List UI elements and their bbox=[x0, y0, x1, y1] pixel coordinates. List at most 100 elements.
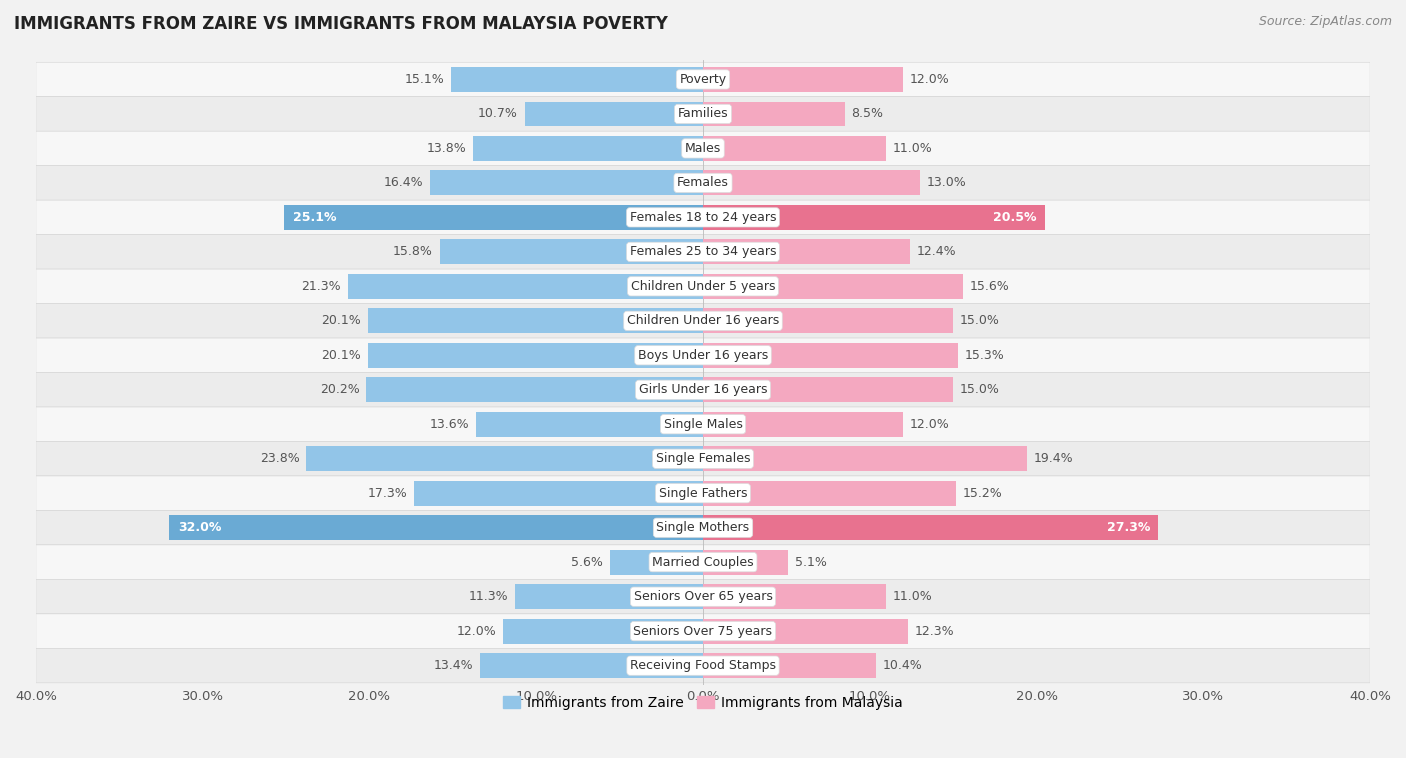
FancyBboxPatch shape bbox=[37, 97, 1369, 131]
Bar bbox=[451, 67, 703, 92]
Text: Seniors Over 75 years: Seniors Over 75 years bbox=[634, 625, 772, 637]
Bar bbox=[703, 240, 910, 265]
Bar bbox=[703, 136, 886, 161]
Bar bbox=[472, 136, 703, 161]
Bar bbox=[479, 653, 703, 678]
FancyBboxPatch shape bbox=[37, 407, 1369, 441]
Text: 11.3%: 11.3% bbox=[468, 590, 508, 603]
Text: 13.4%: 13.4% bbox=[433, 659, 472, 672]
Bar bbox=[703, 377, 953, 402]
FancyBboxPatch shape bbox=[37, 235, 1369, 269]
Text: 15.1%: 15.1% bbox=[405, 73, 444, 86]
Bar bbox=[368, 343, 703, 368]
Bar bbox=[703, 412, 903, 437]
Text: 15.6%: 15.6% bbox=[970, 280, 1010, 293]
Bar bbox=[347, 274, 703, 299]
Text: 10.7%: 10.7% bbox=[478, 108, 517, 121]
FancyBboxPatch shape bbox=[37, 579, 1369, 614]
Text: 5.6%: 5.6% bbox=[571, 556, 603, 568]
Text: Females 18 to 24 years: Females 18 to 24 years bbox=[630, 211, 776, 224]
Text: 20.1%: 20.1% bbox=[322, 349, 361, 362]
FancyBboxPatch shape bbox=[37, 166, 1369, 200]
Bar bbox=[703, 171, 920, 196]
Text: 13.8%: 13.8% bbox=[426, 142, 467, 155]
Text: Boys Under 16 years: Boys Under 16 years bbox=[638, 349, 768, 362]
Bar bbox=[307, 446, 703, 471]
Text: 12.3%: 12.3% bbox=[915, 625, 955, 637]
Text: 8.5%: 8.5% bbox=[852, 108, 883, 121]
FancyBboxPatch shape bbox=[37, 338, 1369, 372]
Bar bbox=[703, 67, 903, 92]
Bar bbox=[703, 619, 908, 644]
FancyBboxPatch shape bbox=[37, 510, 1369, 545]
Bar bbox=[477, 412, 703, 437]
Text: IMMIGRANTS FROM ZAIRE VS IMMIGRANTS FROM MALAYSIA POVERTY: IMMIGRANTS FROM ZAIRE VS IMMIGRANTS FROM… bbox=[14, 15, 668, 33]
Text: Source: ZipAtlas.com: Source: ZipAtlas.com bbox=[1258, 15, 1392, 28]
Text: 20.5%: 20.5% bbox=[993, 211, 1036, 224]
Bar bbox=[703, 481, 956, 506]
FancyBboxPatch shape bbox=[37, 372, 1369, 407]
Text: 20.2%: 20.2% bbox=[319, 384, 360, 396]
Bar bbox=[503, 619, 703, 644]
FancyBboxPatch shape bbox=[37, 614, 1369, 648]
Text: 16.4%: 16.4% bbox=[384, 177, 423, 190]
Bar bbox=[415, 481, 703, 506]
Text: 32.0%: 32.0% bbox=[177, 522, 221, 534]
Bar bbox=[703, 446, 1026, 471]
Bar bbox=[524, 102, 703, 127]
Text: 15.0%: 15.0% bbox=[960, 384, 1000, 396]
Text: Seniors Over 65 years: Seniors Over 65 years bbox=[634, 590, 772, 603]
Bar bbox=[515, 584, 703, 609]
Text: 10.4%: 10.4% bbox=[883, 659, 922, 672]
Text: 15.0%: 15.0% bbox=[960, 315, 1000, 327]
Text: 20.1%: 20.1% bbox=[322, 315, 361, 327]
Text: 25.1%: 25.1% bbox=[292, 211, 336, 224]
Bar bbox=[703, 309, 953, 334]
Bar bbox=[366, 377, 703, 402]
Bar bbox=[169, 515, 703, 540]
Text: 21.3%: 21.3% bbox=[301, 280, 342, 293]
Legend: Immigrants from Zaire, Immigrants from Malaysia: Immigrants from Zaire, Immigrants from M… bbox=[498, 690, 908, 715]
Text: Males: Males bbox=[685, 142, 721, 155]
Bar bbox=[703, 653, 876, 678]
Text: 23.8%: 23.8% bbox=[260, 453, 299, 465]
Text: Single Females: Single Females bbox=[655, 453, 751, 465]
FancyBboxPatch shape bbox=[37, 131, 1369, 166]
Bar bbox=[703, 205, 1045, 230]
Text: 13.0%: 13.0% bbox=[927, 177, 966, 190]
Bar bbox=[368, 309, 703, 334]
Text: 27.3%: 27.3% bbox=[1107, 522, 1150, 534]
Bar bbox=[703, 550, 787, 575]
Bar bbox=[703, 274, 963, 299]
FancyBboxPatch shape bbox=[37, 200, 1369, 235]
Text: Females 25 to 34 years: Females 25 to 34 years bbox=[630, 246, 776, 258]
Text: 12.0%: 12.0% bbox=[457, 625, 496, 637]
Text: 13.6%: 13.6% bbox=[430, 418, 470, 431]
Text: Married Couples: Married Couples bbox=[652, 556, 754, 568]
FancyBboxPatch shape bbox=[37, 476, 1369, 510]
FancyBboxPatch shape bbox=[37, 545, 1369, 579]
Bar bbox=[440, 240, 703, 265]
Bar bbox=[703, 102, 845, 127]
Text: Families: Families bbox=[678, 108, 728, 121]
Text: 12.0%: 12.0% bbox=[910, 418, 949, 431]
Text: 15.8%: 15.8% bbox=[392, 246, 433, 258]
Bar bbox=[429, 171, 703, 196]
Text: 12.0%: 12.0% bbox=[910, 73, 949, 86]
Text: Single Males: Single Males bbox=[664, 418, 742, 431]
FancyBboxPatch shape bbox=[37, 303, 1369, 338]
Bar bbox=[284, 205, 703, 230]
FancyBboxPatch shape bbox=[37, 648, 1369, 683]
Text: Girls Under 16 years: Girls Under 16 years bbox=[638, 384, 768, 396]
Text: 11.0%: 11.0% bbox=[893, 142, 932, 155]
Text: 15.3%: 15.3% bbox=[965, 349, 1004, 362]
Text: Poverty: Poverty bbox=[679, 73, 727, 86]
FancyBboxPatch shape bbox=[37, 441, 1369, 476]
FancyBboxPatch shape bbox=[37, 62, 1369, 97]
Text: Females: Females bbox=[678, 177, 728, 190]
Text: Single Fathers: Single Fathers bbox=[659, 487, 747, 500]
Text: 17.3%: 17.3% bbox=[368, 487, 408, 500]
Text: 19.4%: 19.4% bbox=[1033, 453, 1073, 465]
Bar bbox=[703, 343, 957, 368]
FancyBboxPatch shape bbox=[37, 269, 1369, 303]
